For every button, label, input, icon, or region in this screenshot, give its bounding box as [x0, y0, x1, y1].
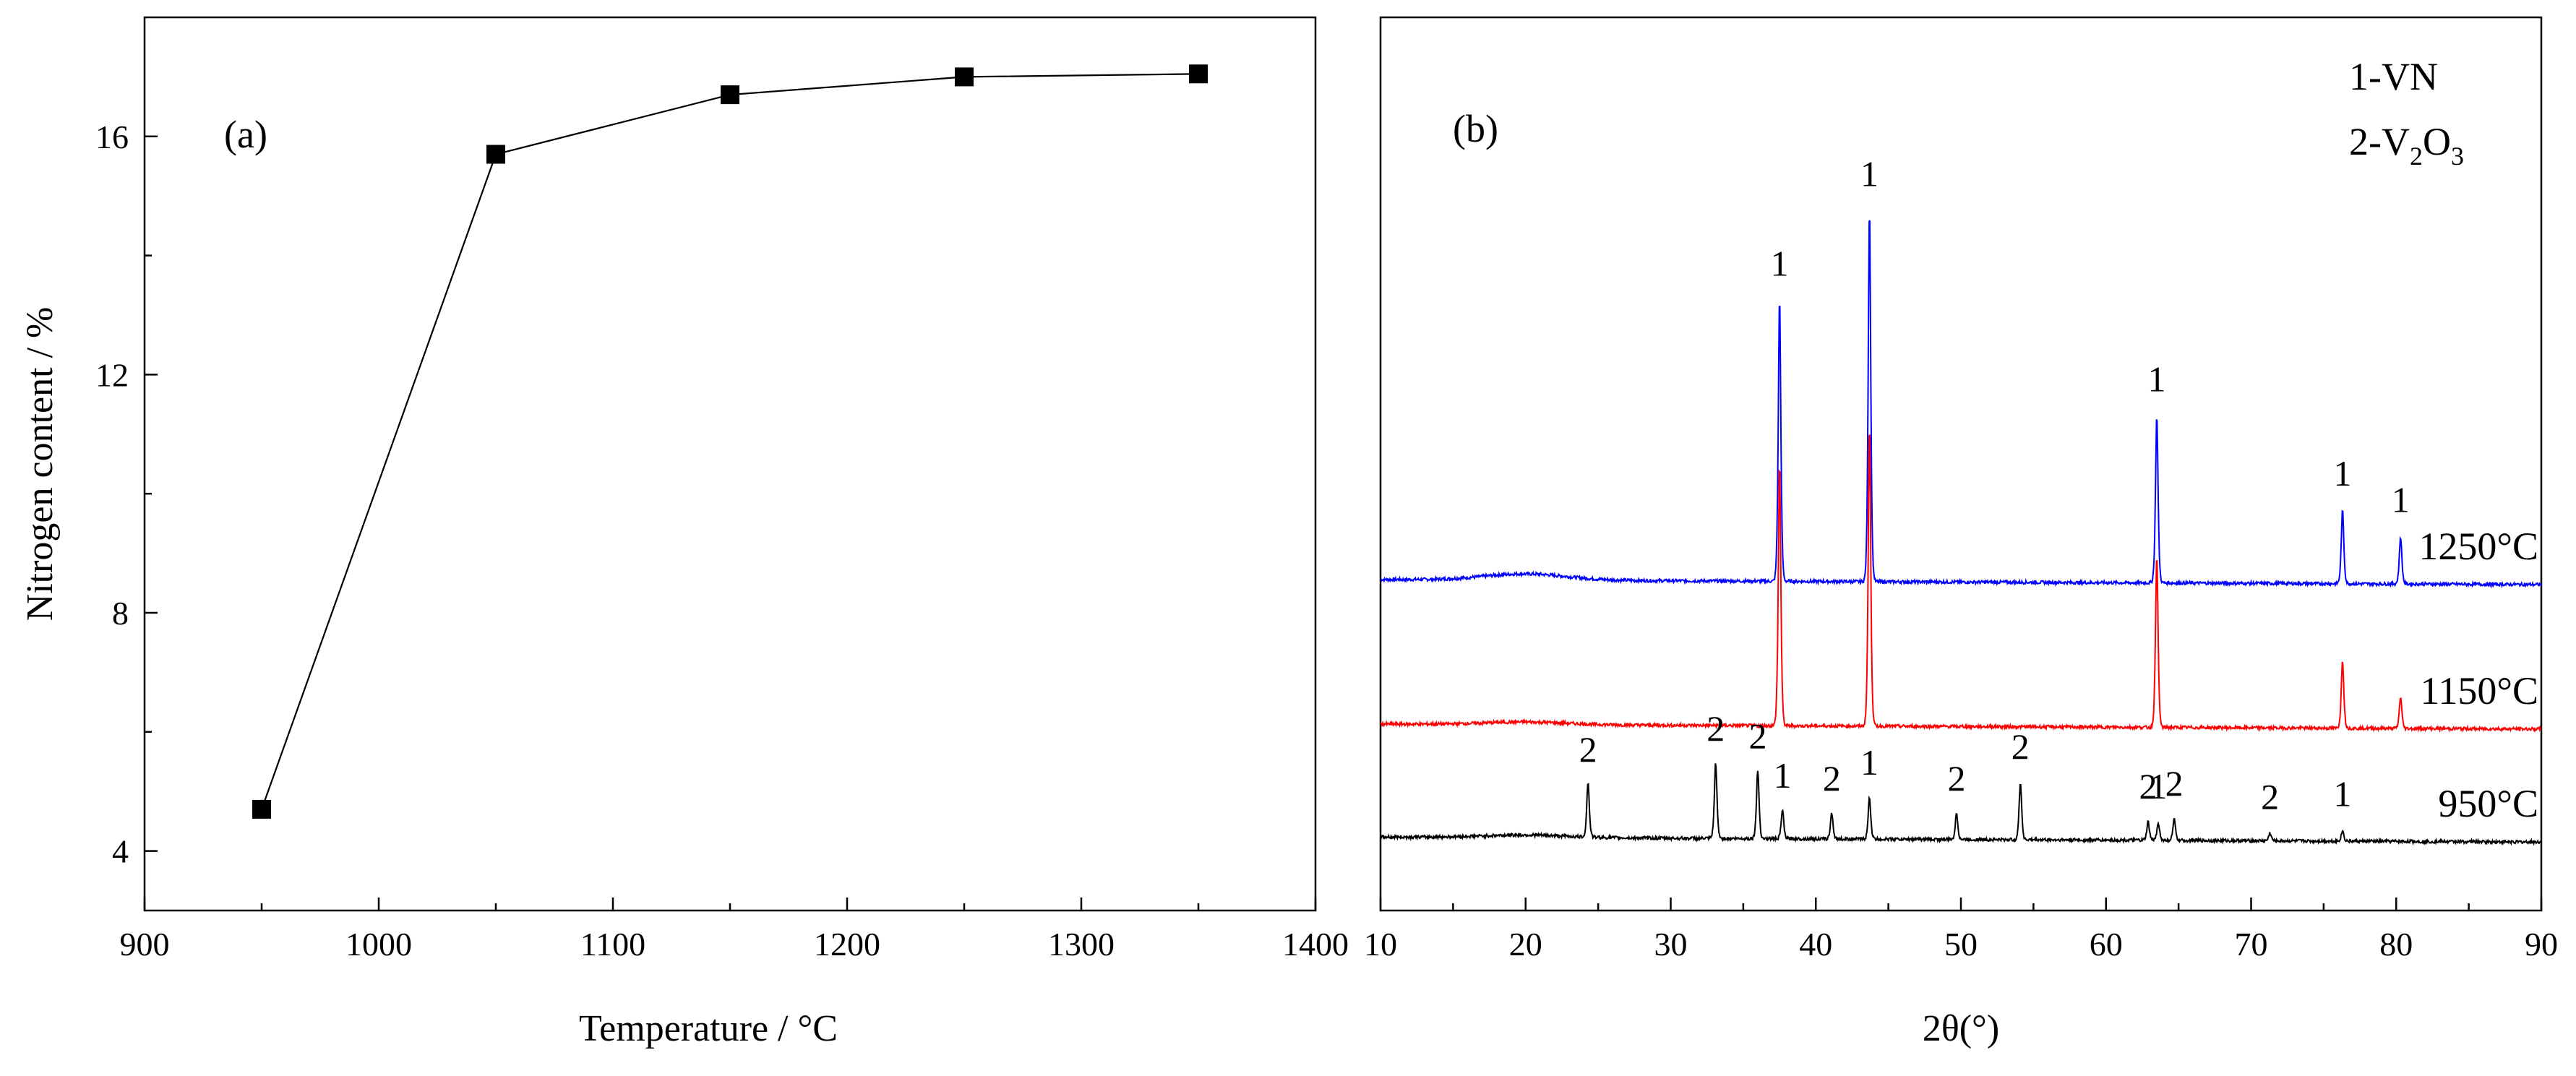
panel-b-ticks: 10 20 30 40 50 60 70 80 90 — [1364, 898, 2558, 963]
b-x-tick-label: 10 — [1364, 926, 1397, 963]
b-x-tick-label: 20 — [1509, 926, 1542, 963]
panel-a-frame — [143, 16, 1317, 912]
b-x-tick-label: 70 — [2235, 926, 2268, 963]
b-x-tick-label: 80 — [2379, 926, 2413, 963]
b-series-line — [1380, 763, 2542, 846]
b-peak-label: 2 — [2261, 776, 2279, 817]
legend-v2o3: 2-V2O3 — [2349, 120, 2464, 171]
b-peak-label: 1 — [2333, 774, 2351, 814]
a-y-tick-label: 16 — [95, 119, 129, 155]
b-peak-label: 1 — [1860, 742, 1879, 783]
a-y-tick-label: 4 — [112, 833, 129, 870]
a-y-tick-label: 12 — [95, 356, 129, 393]
b-series-name: 1150°C — [2420, 669, 2538, 713]
legend-v2o3-sub2: 3 — [2451, 142, 2464, 171]
panel-a-y-axis-title: Nitrogen content / % — [20, 307, 61, 621]
b-x-tick-label: 30 — [1654, 926, 1688, 963]
a-data-point — [721, 85, 739, 105]
panel-a-series — [252, 64, 1208, 819]
b-peak-label: 2 — [1748, 716, 1766, 757]
b-x-tick-label: 60 — [2090, 926, 2123, 963]
a-x-tick-label: 1200 — [814, 926, 880, 963]
panel-a-label: (a) — [224, 113, 267, 156]
panel-b-series-labels: 1250°C 1150°C 950°C — [2418, 525, 2538, 825]
panel-a-ticks: 900 1000 1100 1200 1300 1400 4 8 12 16 — [95, 119, 1349, 963]
b-x-tick-label: 50 — [1944, 926, 1978, 963]
b-peak-label: 2 — [1579, 729, 1597, 770]
b-peak-label: 1 — [2392, 480, 2410, 520]
b-peak-label: 1 — [1860, 154, 1879, 194]
b-peak-label: 2 — [2012, 726, 2030, 767]
a-series-line — [260, 73, 1199, 810]
a-x-tick-label: 900 — [120, 926, 170, 963]
panel-a-x-axis-title: Temperature / °C — [579, 1008, 838, 1049]
b-peak-label: 1 — [1774, 755, 1792, 796]
panel-a-nitrogen-content: 900 1000 1100 1200 1300 1400 4 8 12 16 (a) Temper… — [20, 16, 1349, 1049]
panel-b-x-axis-title: 2θ(°) — [1923, 1008, 1999, 1049]
b-x-tick-label: 90 — [2525, 926, 2558, 963]
panel-b-series — [1380, 220, 2542, 846]
b-series-line — [1380, 434, 2542, 733]
b-series-name: 1250°C — [2418, 525, 2538, 568]
b-series-name: 950°C — [2438, 782, 2538, 825]
a-y-tick-label: 8 — [112, 595, 129, 632]
legend-v2o3-mid: O — [2423, 120, 2451, 163]
b-x-tick-label: 40 — [1799, 926, 1832, 963]
legend-v2o3-sub1: 2 — [2410, 142, 2423, 171]
a-x-tick-label: 1000 — [345, 926, 412, 963]
a-data-point — [955, 67, 974, 87]
b-peak-label: 2 — [1823, 758, 1841, 799]
b-peak-label: 1 — [2148, 358, 2166, 399]
panel-b-label: (b) — [1453, 107, 1498, 150]
b-peak-label: 2 — [2165, 763, 2184, 804]
b-peak-label: 2 — [1706, 708, 1725, 749]
a-x-tick-label: 1400 — [1282, 926, 1349, 963]
a-x-tick-label: 1300 — [1048, 926, 1115, 963]
b-peak-label: 2 — [1947, 758, 1965, 799]
b-peak-label: 1 — [2333, 453, 2351, 494]
b-peak-label: 1 — [1771, 243, 1789, 283]
a-data-point — [252, 799, 271, 819]
a-x-tick-label: 1100 — [580, 926, 645, 963]
b-peak-label: 2 — [2139, 766, 2157, 806]
legend-vn: 1-VN — [2349, 55, 2438, 98]
b-peak-label: 1 — [2150, 766, 2168, 806]
a-data-point — [486, 145, 505, 164]
a-data-point — [1189, 64, 1208, 84]
legend-v2o3-prefix: 2-V — [2349, 120, 2410, 163]
b-series-line — [1380, 220, 2542, 589]
